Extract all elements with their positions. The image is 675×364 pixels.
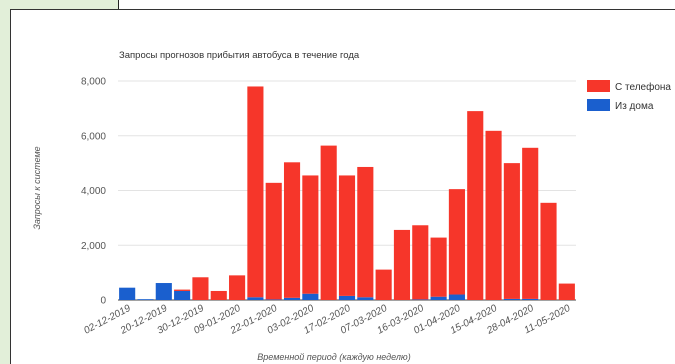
y-tick-label: 0 xyxy=(100,296,106,307)
y-tick-label: 6,000 xyxy=(81,131,106,142)
bar-segment xyxy=(357,166,374,298)
bar-segment xyxy=(247,86,264,298)
bar-segment xyxy=(448,189,465,295)
bar-segment xyxy=(192,277,209,300)
bar-segment xyxy=(448,294,465,300)
bar-segment xyxy=(430,237,447,297)
bar-segment xyxy=(393,229,411,300)
bar-segment xyxy=(357,297,374,300)
bar-segment xyxy=(412,299,429,300)
legend-label: С телефона xyxy=(615,81,671,93)
bar-segment xyxy=(338,175,356,296)
bar-segment xyxy=(137,299,154,300)
bar-segment xyxy=(283,162,301,298)
bar-segment xyxy=(119,287,136,300)
bar-segment xyxy=(320,145,337,300)
bar-segment xyxy=(558,283,575,300)
x-axis-ticks: 02-12-201920-12-201930-12-201909-01-2020… xyxy=(82,303,572,337)
bar-segment xyxy=(375,269,392,300)
legend-swatch xyxy=(587,80,610,92)
legend: С телефона Из дома xyxy=(587,80,671,112)
x-axis-label: Временной период (каждую неделю) xyxy=(257,352,410,362)
bar-segment xyxy=(283,297,301,300)
bar-segment xyxy=(522,147,539,299)
y-axis-ticks: 0 2,000 4,000 6,000 8,000 xyxy=(81,77,106,307)
bar-segment xyxy=(265,182,282,300)
legend-swatch xyxy=(587,99,610,111)
bar-segment xyxy=(247,297,264,300)
bar-segment xyxy=(430,296,447,300)
bar-segment xyxy=(540,202,557,300)
bar-segment xyxy=(174,289,191,291)
y-tick-label: 2,000 xyxy=(81,241,106,252)
bar-segment xyxy=(467,111,484,300)
bar-segment xyxy=(302,175,319,294)
bar-segment xyxy=(522,298,539,300)
y-tick-label: 4,000 xyxy=(81,186,106,197)
bar-segment xyxy=(503,163,520,299)
bar-segment xyxy=(155,283,172,300)
bar-segment xyxy=(265,299,282,300)
bar-segment xyxy=(338,295,356,300)
bar-segment xyxy=(174,290,191,300)
bar-segment xyxy=(229,275,246,300)
bar-segment xyxy=(485,130,502,300)
y-axis-label: Запросы к системе xyxy=(32,146,42,229)
bar-segment xyxy=(210,290,227,300)
background-sheet xyxy=(118,0,675,10)
bar-segment xyxy=(503,298,520,300)
legend-label: Из дома xyxy=(615,101,654,112)
bars xyxy=(119,86,575,300)
chart-title: Запросы прогнозов прибытия автобуса в те… xyxy=(119,50,360,61)
bar-segment xyxy=(412,225,429,300)
y-tick-label: 8,000 xyxy=(81,77,106,88)
bar-segment xyxy=(302,293,319,300)
